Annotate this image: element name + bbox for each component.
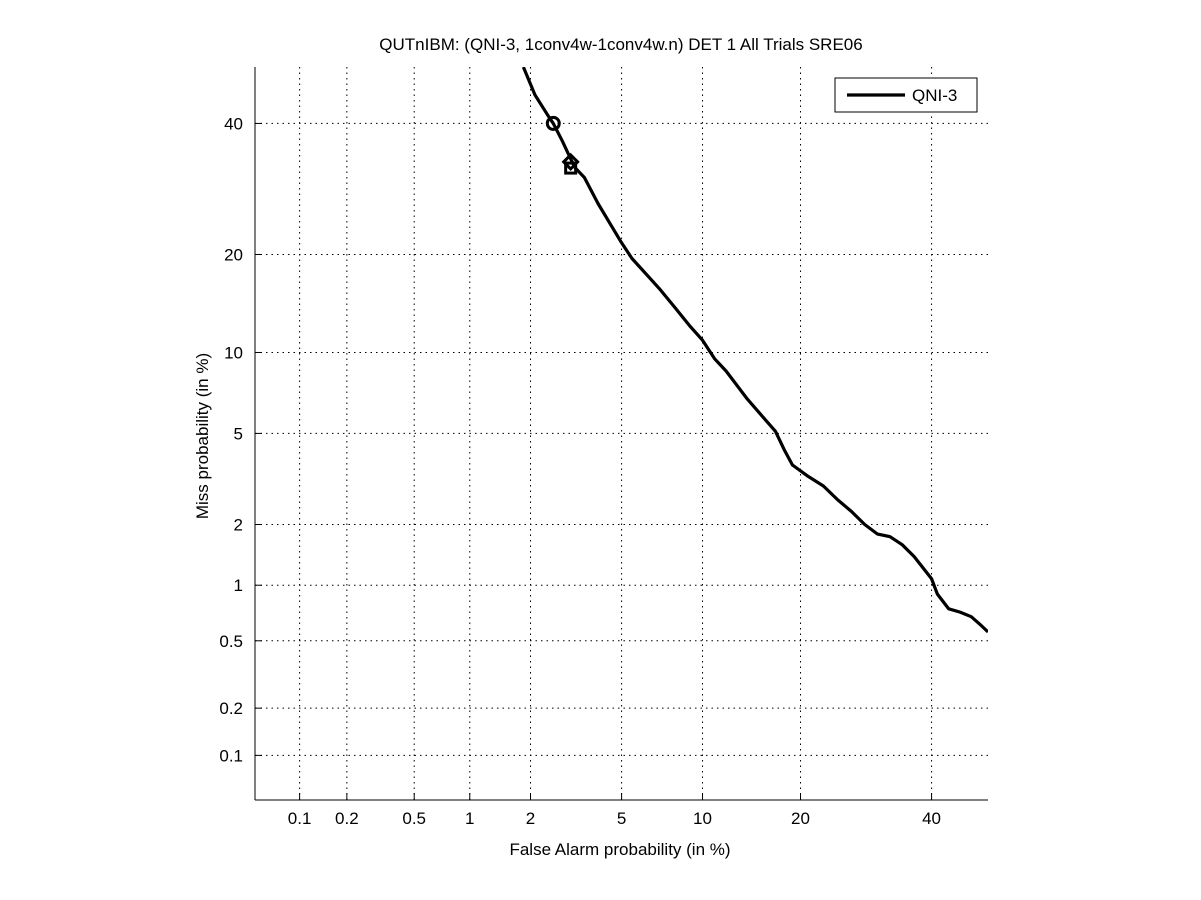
operating-point-circle-marker <box>545 115 561 131</box>
x-tick-label: 2 <box>526 809 535 828</box>
y-axis-label: Miss probability (in %) <box>193 353 212 519</box>
x-tick-label: 1 <box>465 809 474 828</box>
x-tick-label: 40 <box>922 809 941 828</box>
x-tick-label: 0.5 <box>402 809 426 828</box>
marker-layer <box>545 115 580 175</box>
x-tick-label: 20 <box>791 809 810 828</box>
y-tick-label: 0.2 <box>219 699 243 718</box>
x-axis-ticks: 0.1 0.2 0.5 1 2 5 10 20 40 <box>288 793 941 828</box>
legend[interactable]: QNI-3 <box>834 77 978 113</box>
x-tick-label: 0.1 <box>288 809 312 828</box>
y-tick-label: 2 <box>234 515 243 534</box>
operating-point-diamond-marker <box>561 152 580 172</box>
x-tick-label: 0.2 <box>335 809 359 828</box>
grid-lines <box>255 67 988 800</box>
y-tick-label: 10 <box>224 343 243 362</box>
operating-point-square-marker <box>564 161 578 175</box>
chart-title: QUTnIBM: (QNI-3, 1conv4w-1conv4w.n) DET … <box>379 35 862 54</box>
series-line-qni-3 <box>521 67 988 634</box>
y-tick-label: 0.1 <box>219 746 243 765</box>
y-tick-label: 5 <box>234 424 243 443</box>
x-tick-label: 5 <box>617 809 626 828</box>
legend-entry-label: QNI-3 <box>912 86 957 105</box>
y-tick-label: 20 <box>224 245 243 264</box>
series-layer <box>521 67 988 634</box>
x-tick-label: 10 <box>693 809 712 828</box>
y-axis-ticks: 0.1 0.2 0.5 1 2 5 10 20 40 <box>219 114 262 765</box>
y-tick-label: 40 <box>224 114 243 133</box>
y-tick-label: 1 <box>234 576 243 595</box>
y-tick-label: 0.5 <box>219 632 243 651</box>
x-axis-label: False Alarm probability (in %) <box>509 840 730 859</box>
